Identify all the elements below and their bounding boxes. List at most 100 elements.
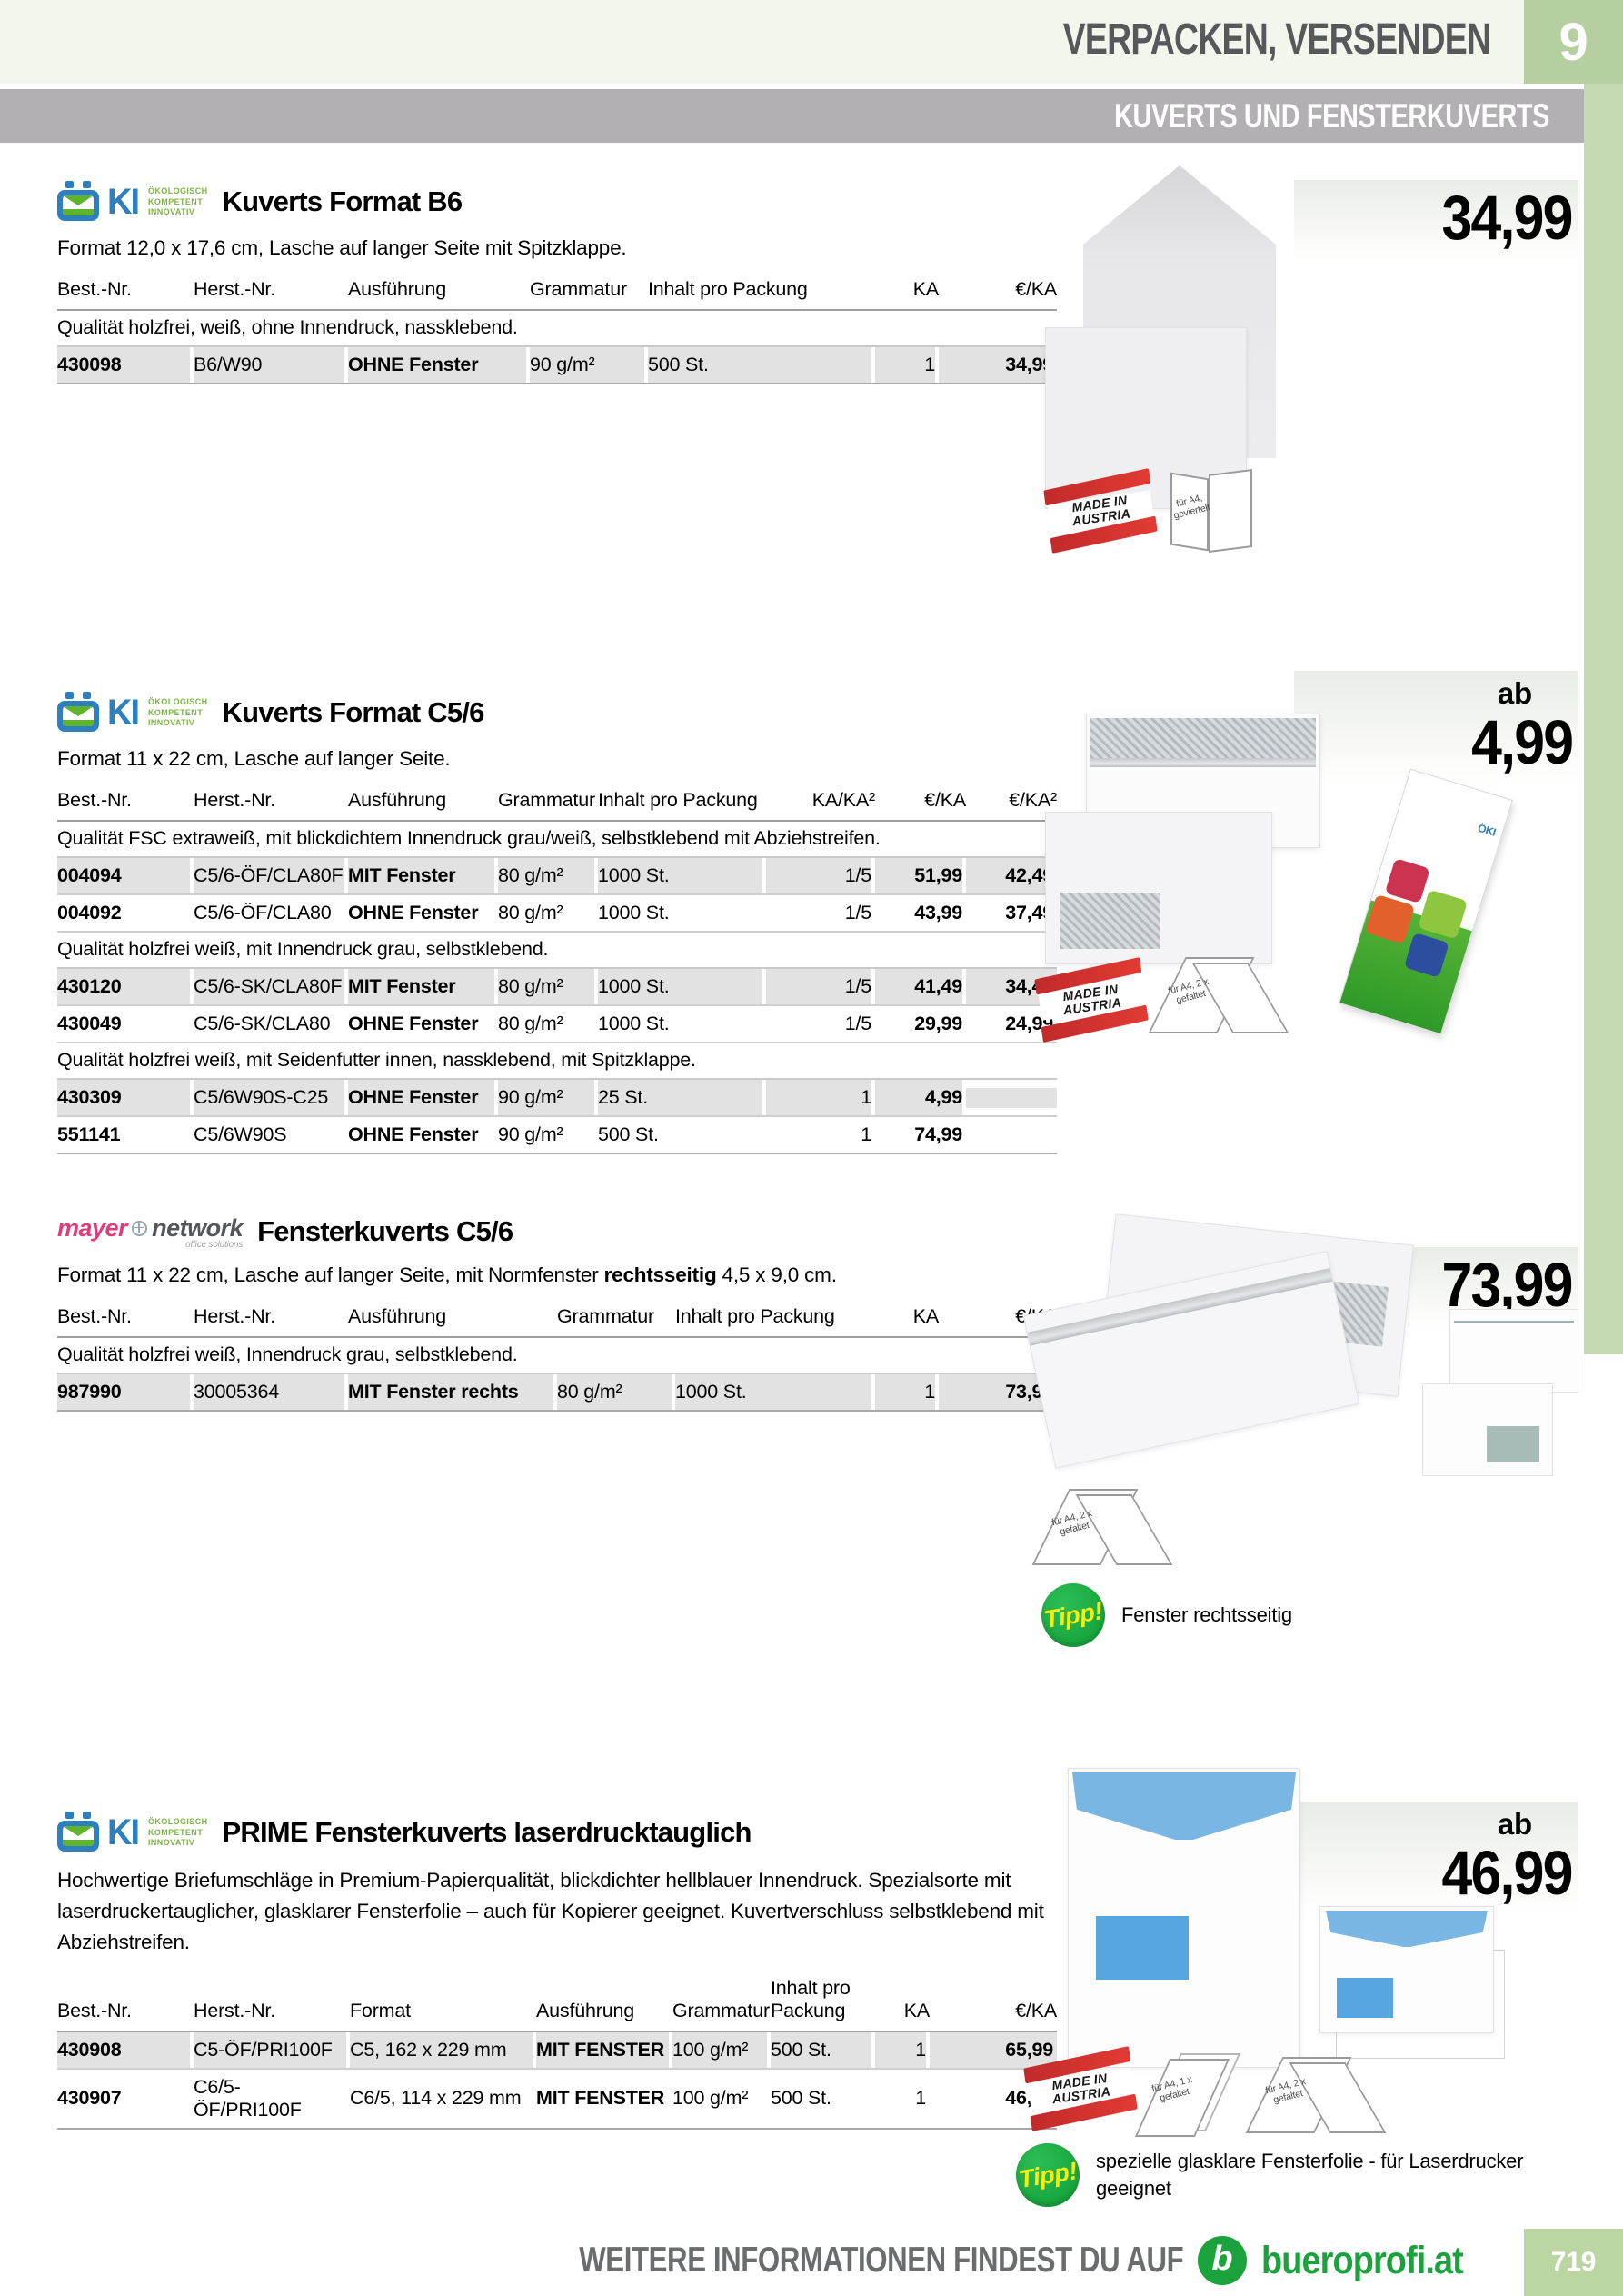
tip-fenster-rechtsseitig: Tipp! Fenster rechtsseitig xyxy=(1041,1583,1292,1647)
table-cell xyxy=(966,1087,1057,1108)
table-row: 987990 30005364 MIT Fenster rechts 80 g/m² 1… xyxy=(57,1374,1057,1412)
fold-twice-icon: für A4, 2 x gefaltet xyxy=(1148,952,1289,1052)
table-cell: 1 xyxy=(875,1374,939,1410)
page-number: 719 xyxy=(1550,2247,1597,2277)
column-header: KA xyxy=(912,278,939,300)
table-cell: 37,49 xyxy=(1005,902,1053,923)
table-cell: OHNE Fenster xyxy=(348,1080,498,1115)
table-cell: 4,99 xyxy=(875,1080,966,1115)
table-cell: 500 St. xyxy=(771,2031,875,2068)
table-cell: 1000 St. xyxy=(598,902,670,923)
table-cell: 430049 xyxy=(57,1013,122,1034)
bueroprofi-logo-icon: b xyxy=(1197,2236,1247,2285)
section-banner: KUVERTS UND FENSTERKUVERTS xyxy=(0,89,1584,143)
product-photo-prime: MADE IN AUSTRIA für A4, 1 x gefaltet für … xyxy=(1023,1768,1618,2168)
product-title: PRIME Fensterkuverts laserdrucktauglich xyxy=(222,1816,752,1848)
table-cell: 100 g/m² xyxy=(672,2031,771,2068)
table-row: 430098 B6/W90 OHNE Fenster 90 g/m² 500 St. 1 3… xyxy=(57,347,1057,384)
envelope-thumb-top xyxy=(1449,1309,1578,1393)
column-header: Herst.-Nr. xyxy=(194,1999,275,2021)
column-header: Herst.-Nr. xyxy=(194,789,275,811)
table-cell: OHNE Fenster xyxy=(348,902,479,923)
table-cell: MIT FENSTER xyxy=(536,2031,672,2068)
price: 73,99 xyxy=(1441,1250,1574,1320)
table-cell: C5, 162 x 229 mm xyxy=(350,2031,536,2068)
price-block-c56: ab 4,99 xyxy=(1294,671,1578,786)
section-kuverts-c56: KI ÖKOLOGISCH KOMPETENT INNOVATIV Kuvert… xyxy=(57,689,1057,1154)
table-cell: OHNE Fenster xyxy=(348,1013,479,1034)
product-title: Fensterkuverts C5/6 xyxy=(257,1215,513,1247)
column-header: KA xyxy=(912,1305,939,1327)
table-cell: 1000 St. xyxy=(675,1374,875,1410)
product-photo-fenster: für A4, 2 x gefaltet xyxy=(1022,1213,1599,1583)
table-cell: 90 g/m² xyxy=(498,1080,598,1115)
table-cell: 987990 xyxy=(57,1374,194,1410)
oeki-logo: KI ÖKOLOGISCH KOMPETENT INNOVATIV xyxy=(57,1812,208,1853)
column-header: Grammatur xyxy=(672,1999,770,2021)
table-cell: OHNE Fenster xyxy=(348,347,530,383)
column-header: Inhalt pro Packung xyxy=(598,789,758,811)
tipp-badge-icon: Tipp! xyxy=(1041,1583,1105,1647)
table-cell: 30005364 xyxy=(194,1374,348,1410)
column-header: Inhalt pro Packung xyxy=(771,1976,851,2021)
table-cell: 1 xyxy=(875,347,939,383)
table-cell: C6/5-ÖF/PRI100F xyxy=(194,2075,302,2121)
table-cell: 90 g/m² xyxy=(530,347,648,383)
table-cell: 1/5 xyxy=(766,969,875,1004)
fold-quartered-icon: für A4, geviertelt xyxy=(1170,469,1270,561)
table-cell: C5/6W90S-C25 xyxy=(194,1080,348,1115)
fold-once-icon: für A4, 1 x gefaltet xyxy=(1134,2051,1241,2151)
oeki-tagline: ÖKOLOGISCH KOMPETENT INNOVATIV xyxy=(148,1817,208,1848)
table-cell: MIT Fenster xyxy=(348,858,498,893)
price-ab: ab xyxy=(1497,1807,1532,1841)
oeki-logo: KI ÖKOLOGISCH KOMPETENT INNOVATIV xyxy=(57,181,208,223)
oeki-logo-text: KI xyxy=(107,1812,140,1852)
product-table: Best.-Nr. Herst.-Nr. Format Ausführung Gramm… xyxy=(57,1973,1057,2130)
table-cell: 1/5 xyxy=(844,1013,871,1034)
column-header: Herst.-Nr. xyxy=(194,1305,275,1327)
table-header-row: Best.-Nr. Herst.-Nr. Format Ausführung Gramm… xyxy=(57,1973,1057,2032)
table-cell: 430907 xyxy=(57,2087,122,2110)
table-cell: C5/6-ÖF/CLA80 xyxy=(194,902,332,923)
table-cell: 1000 St. xyxy=(598,1013,670,1034)
table-cell: 90 g/m² xyxy=(498,1123,563,1145)
oeki-tagline: ÖKOLOGISCH KOMPETENT INNOVATIV xyxy=(148,697,208,728)
side-strip xyxy=(1584,84,1623,1354)
tip-laserdrucker: Tipp! spezielle glasklare Fensterfolie -… xyxy=(1016,2143,1579,2207)
table-cell: 1 xyxy=(766,1080,875,1115)
table-row: 430049 C5/6-SK/CLA80 OHNE Fenster 80 g/m² 10… xyxy=(57,1006,1057,1043)
table-header-row: Best.-Nr. Herst.-Nr. Ausführung Grammatur In… xyxy=(57,275,1057,311)
column-header: Grammatur xyxy=(530,278,627,300)
table-row: 004092 C5/6-ÖF/CLA80 OHNE Fenster 80 g/m² 10… xyxy=(57,895,1057,933)
table-cell: 1/5 xyxy=(766,858,875,893)
fold-twice-icon: für A4, 2 x gefaltet xyxy=(1031,1483,1173,1583)
table-row: 004094 C5/6-ÖF/CLA80F MIT Fenster 80 g/m² 10… xyxy=(57,858,1057,895)
table-cell: 004094 xyxy=(57,858,194,893)
column-header: Format xyxy=(350,1999,411,2021)
product-pack: ÖKI xyxy=(1339,768,1513,1035)
price: 34,99 xyxy=(1441,183,1574,253)
header-band xyxy=(0,0,1623,84)
column-header: Herst.-Nr. xyxy=(194,278,275,300)
oeki-logo-text: KI xyxy=(107,693,140,733)
column-header: Inhalt pro Packung xyxy=(648,278,808,300)
table-cell: MIT FENSTER xyxy=(536,2087,665,2110)
table-cell: 42,49 xyxy=(966,858,1057,893)
envelope-front xyxy=(1045,812,1272,964)
table-cell: C5/6-SK/CLA80F xyxy=(194,969,348,1004)
globe-icon xyxy=(132,1220,148,1236)
fold-twice-icon: für A4, 2 x gefaltet xyxy=(1245,2051,1395,2151)
column-header: Ausführung xyxy=(348,1305,446,1327)
table-cell: 80 g/m² xyxy=(557,1374,675,1410)
product-subtitle: Format 11 x 22 cm, Lasche auf langer Sei… xyxy=(57,1263,837,1286)
tipp-badge-icon: Tipp! xyxy=(1016,2143,1080,2207)
table-cell: 65,99 xyxy=(930,2031,1057,2068)
footer-website-link[interactable]: bueroprofi.at xyxy=(1260,2238,1464,2282)
table-row: 430120 C5/6-SK/CLA80F MIT Fenster 80 g/m² 10… xyxy=(57,969,1057,1006)
product-table: Best.-Nr. Herst.-Nr. Ausführung Grammatur In… xyxy=(57,275,1057,384)
table-cell: 551141 xyxy=(57,1123,121,1145)
oeki-logo-text: KI xyxy=(107,182,140,222)
oeki-envelope-icon xyxy=(57,692,101,734)
quality-row: Qualität holzfrei weiß, mit Innendruck g… xyxy=(57,933,1057,969)
